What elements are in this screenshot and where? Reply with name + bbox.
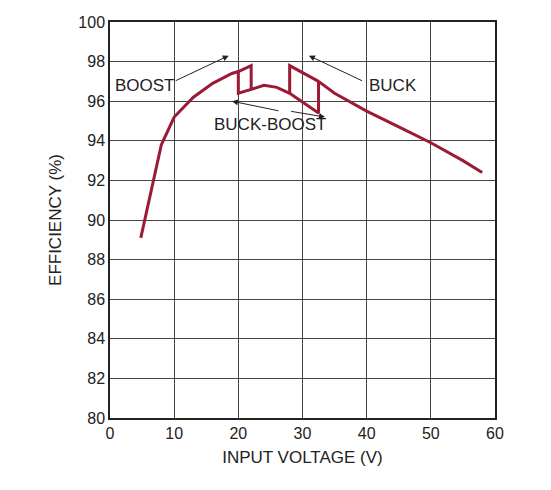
svg-text:50: 50	[422, 425, 440, 442]
svg-text:BOOST: BOOST	[115, 76, 175, 95]
svg-text:40: 40	[358, 425, 376, 442]
svg-text:BUCK-BOOST: BUCK-BOOST	[214, 115, 326, 134]
svg-text:94: 94	[87, 132, 105, 149]
svg-text:BUCK: BUCK	[369, 76, 417, 95]
svg-text:90: 90	[87, 212, 105, 229]
svg-text:60: 60	[486, 425, 504, 442]
svg-text:0: 0	[106, 425, 115, 442]
svg-text:96: 96	[87, 93, 105, 110]
svg-text:EFFICIENCY (%): EFFICIENCY (%)	[46, 154, 65, 286]
svg-text:84: 84	[87, 330, 105, 347]
svg-text:82: 82	[87, 370, 105, 387]
svg-text:100: 100	[78, 14, 105, 31]
svg-text:88: 88	[87, 251, 105, 268]
svg-text:80: 80	[87, 410, 105, 427]
svg-text:20: 20	[229, 425, 247, 442]
svg-text:10: 10	[165, 425, 183, 442]
svg-text:30: 30	[294, 425, 312, 442]
svg-text:INPUT VOLTAGE (V): INPUT VOLTAGE (V)	[222, 448, 383, 467]
svg-text:98: 98	[87, 53, 105, 70]
svg-text:86: 86	[87, 291, 105, 308]
svg-text:92: 92	[87, 172, 105, 189]
